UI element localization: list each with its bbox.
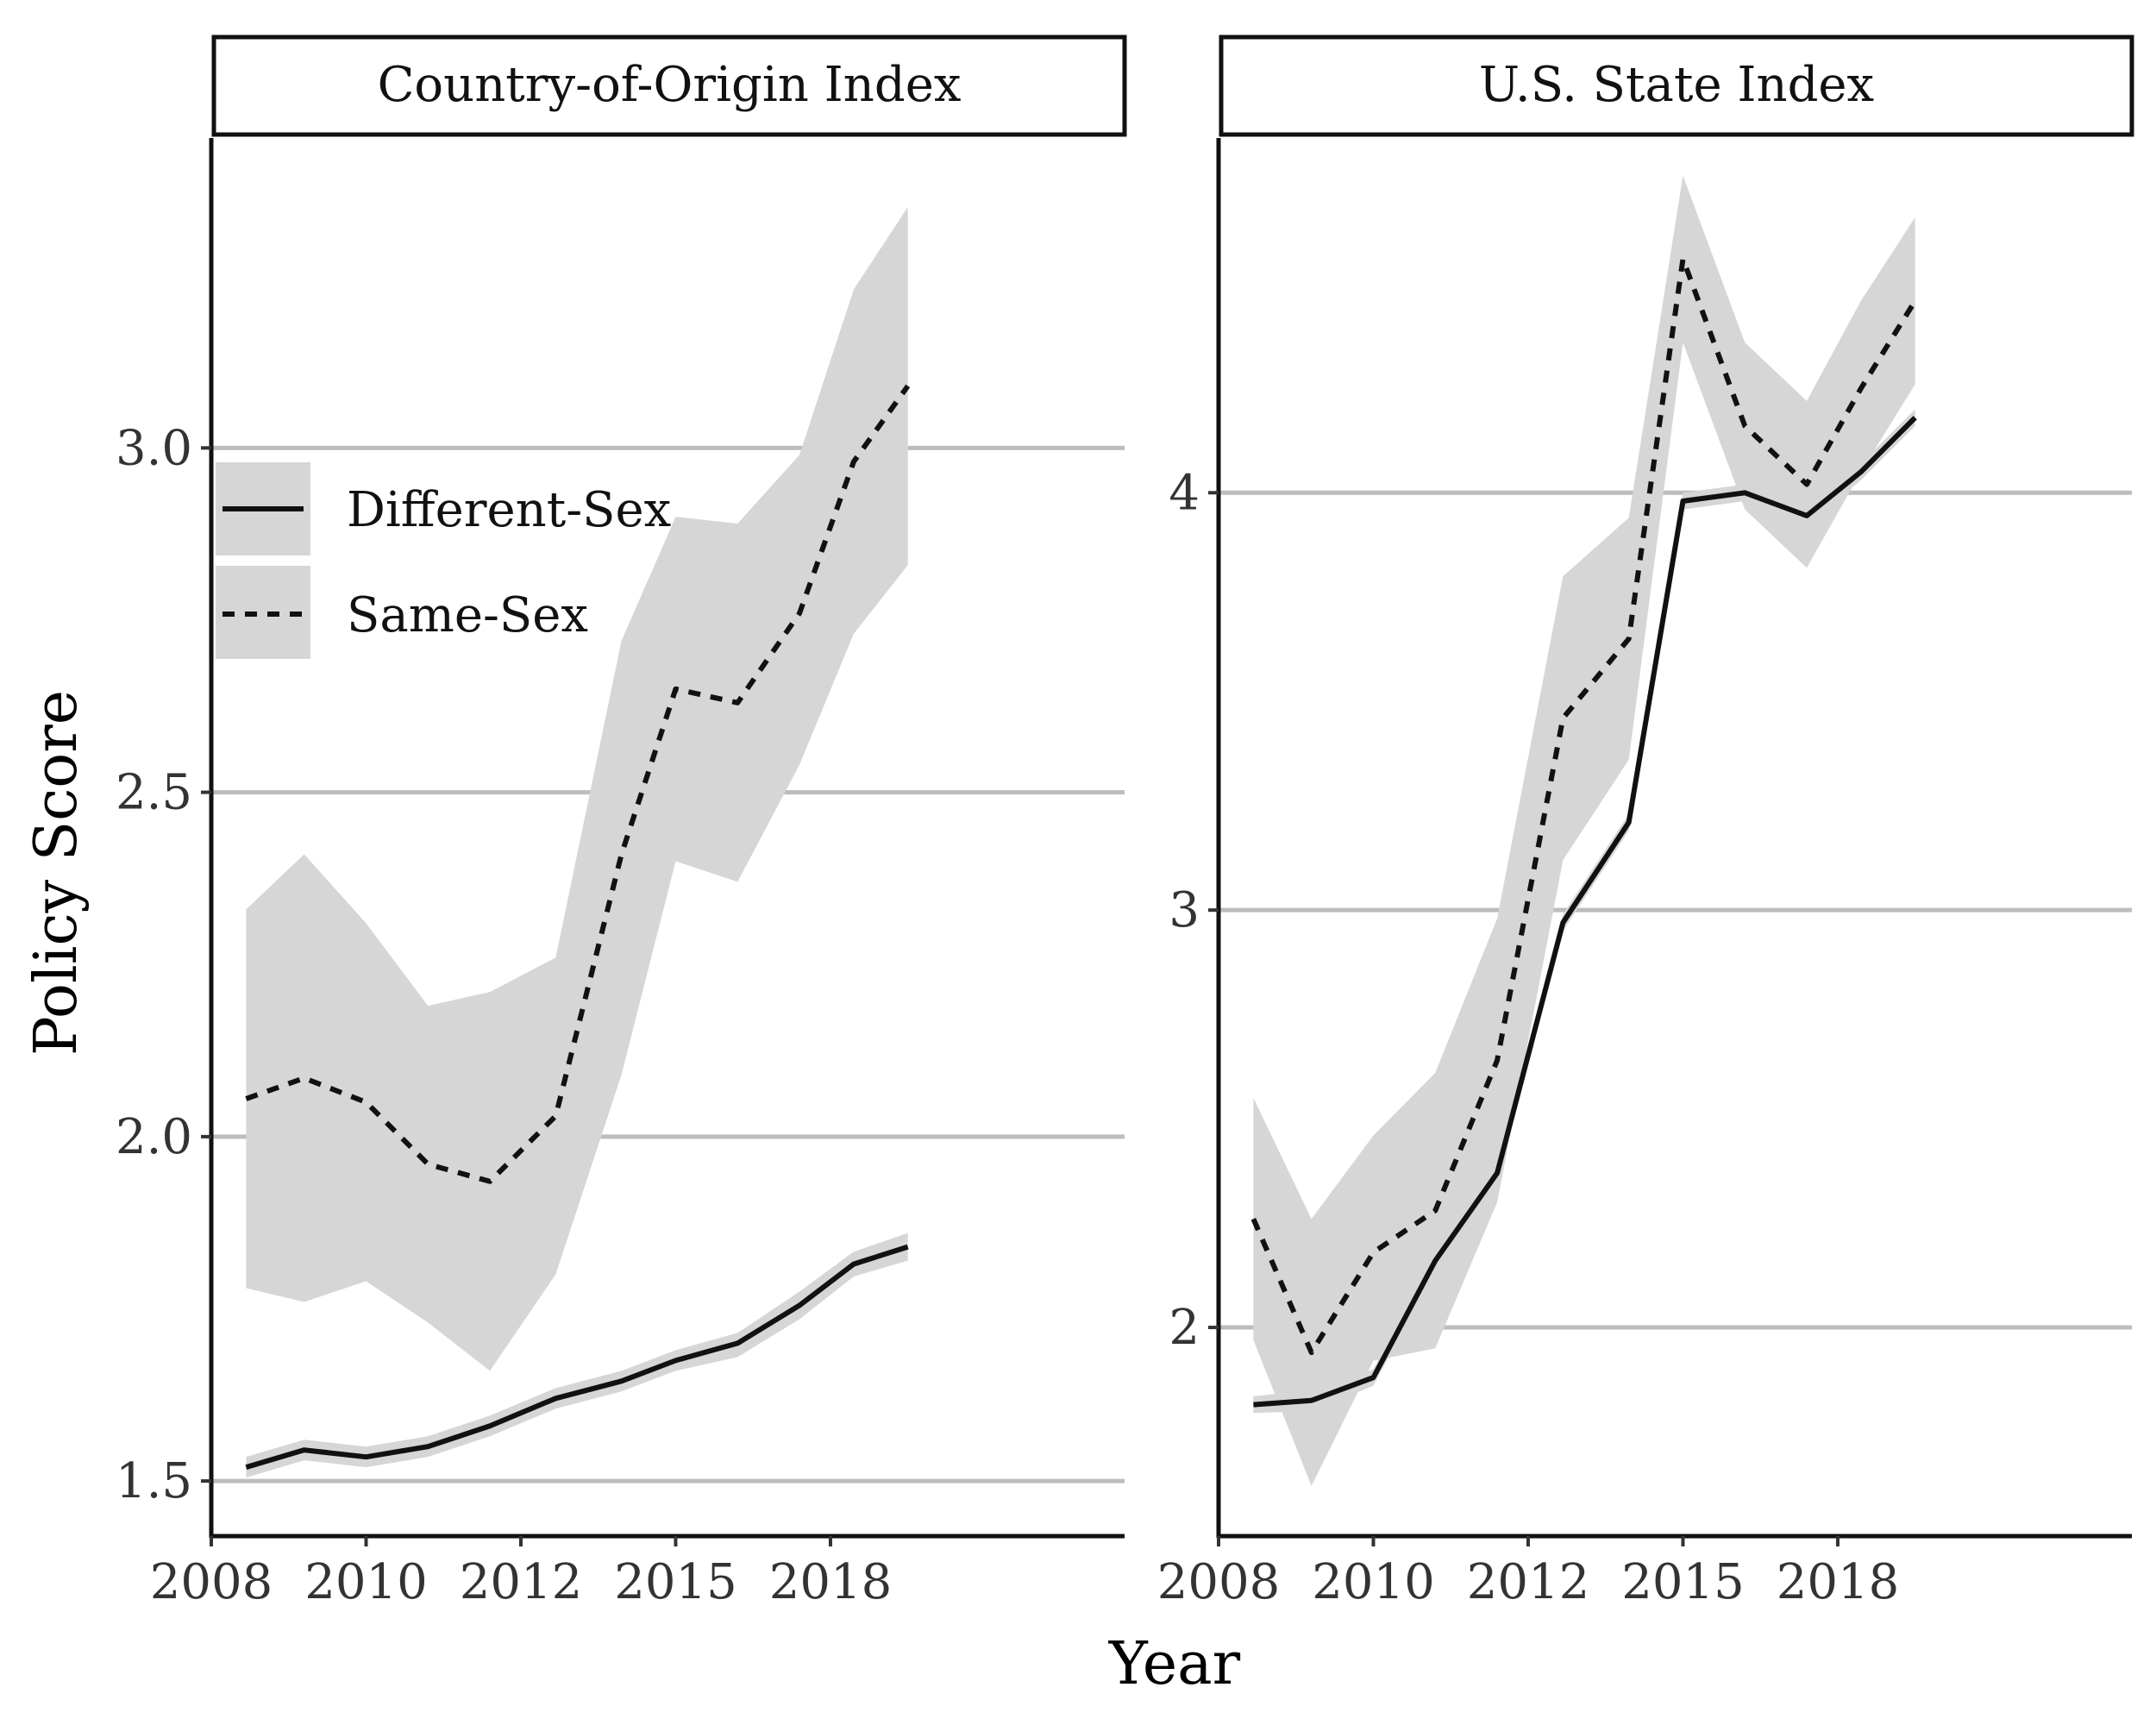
x-tick-label-us-state-3: 2015: [1621, 1554, 1745, 1610]
series-line-us-state-1: [1250, 256, 1918, 1356]
axes-us-state: 2 3 4 2008 2010 2012 2015 2018: [1157, 138, 2132, 1610]
x-tick-label-country-of-origin-2: 2012: [460, 1554, 583, 1610]
x-tick-label-us-state-0: 2008: [1157, 1554, 1281, 1610]
axes-country-of-origin: 1.5 2.0 2.5 3.0 2008 2010 2012 2015 2018: [116, 138, 1125, 1610]
strip-title-us-state: U.S. State Index: [1479, 57, 1874, 113]
ribbons-country-of-origin: [246, 206, 908, 1478]
x-tick-label-country-of-origin-0: 2008: [150, 1554, 273, 1610]
y-tick-label-us-state-0: 2: [1169, 1300, 1200, 1356]
ribbon-us-state-1: [1253, 175, 1915, 1486]
lines-country-of-origin: [245, 384, 911, 1471]
ribbons-us-state: [1253, 175, 1915, 1486]
x-axis-title: Year: [1108, 1630, 1241, 1698]
y-tick-label-us-state-2: 4: [1169, 465, 1200, 521]
y-tick-label-country-of-origin-0: 1.5: [116, 1453, 192, 1509]
series-line-country-of-origin-0: [245, 1244, 909, 1471]
x-tick-label-us-state-1: 2010: [1312, 1554, 1435, 1610]
legend-label-different-sex: Different-Sex: [347, 482, 671, 538]
x-tick-label-us-state-4: 2018: [1777, 1554, 1900, 1610]
x-tick-label-us-state-2: 2012: [1467, 1554, 1590, 1610]
strip-us-state: [1219, 34, 2134, 137]
strip-title-country-of-origin: Country-of-Origin Index: [378, 57, 962, 113]
panel-us-state: U.S. State Index 2 3 4 2008 2010 2012 2015 2018: [1157, 34, 2134, 1610]
legend-label-same-sex: Same-Sex: [347, 587, 588, 643]
panel-country-of-origin: Country-of-Origin Index 1.5 2.0 2.5 3.0 2008…: [116, 34, 1127, 1610]
y-axis-title: Policy Score: [22, 690, 91, 1056]
y-tick-label-country-of-origin-2: 2.5: [116, 765, 192, 821]
y-tick-label-us-state-1: 3: [1169, 882, 1200, 938]
legend: Different-Sex Same-Sex: [216, 462, 671, 659]
ribbon-country-of-origin-1: [246, 206, 908, 1371]
y-tick-label-country-of-origin-1: 2.0: [116, 1109, 192, 1165]
x-tick-label-country-of-origin-1: 2010: [304, 1554, 428, 1610]
strip-country-of-origin: [211, 34, 1127, 137]
y-tick-label-country-of-origin-3: 3.0: [116, 420, 192, 476]
series-line-country-of-origin-1: [245, 384, 911, 1184]
lines-us-state: [1250, 256, 1918, 1408]
x-tick-label-country-of-origin-4: 2018: [769, 1554, 893, 1610]
series-line-us-state-0: [1253, 416, 1917, 1408]
x-tick-label-country-of-origin-3: 2015: [614, 1554, 737, 1610]
